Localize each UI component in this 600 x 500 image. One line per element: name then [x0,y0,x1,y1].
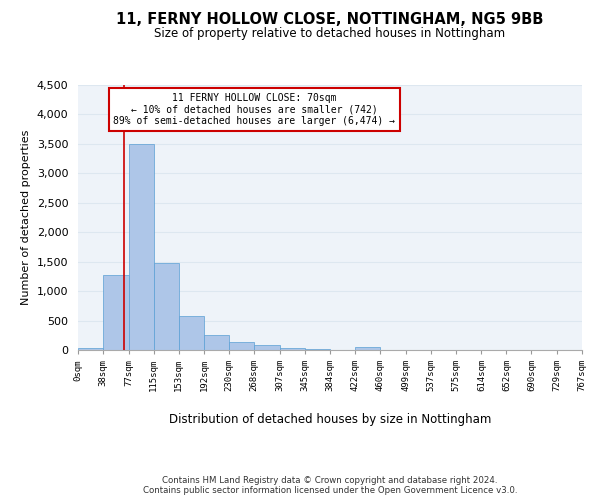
Text: Distribution of detached houses by size in Nottingham: Distribution of detached houses by size … [169,412,491,426]
Text: 11, FERNY HOLLOW CLOSE, NOTTINGHAM, NG5 9BB: 11, FERNY HOLLOW CLOSE, NOTTINGHAM, NG5 … [116,12,544,28]
Bar [305,349,331,350]
Text: 11 FERNY HOLLOW CLOSE: 70sqm
← 10% of detached houses are smaller (742)
89% of s: 11 FERNY HOLLOW CLOSE: 70sqm ← 10% of de… [113,93,395,126]
Bar [355,347,380,350]
Y-axis label: Number of detached properties: Number of detached properties [21,130,31,305]
Text: Contains HM Land Registry data © Crown copyright and database right 2024.
Contai: Contains HM Land Registry data © Crown c… [143,476,517,495]
Text: Size of property relative to detached houses in Nottingham: Size of property relative to detached ho… [154,28,506,40]
Bar [103,275,128,350]
Bar [204,336,229,350]
Bar [154,263,179,350]
Bar [229,342,254,350]
Bar [179,316,204,350]
Bar [78,348,103,350]
Bar [128,144,154,350]
Bar [254,344,280,350]
Bar [280,348,305,350]
